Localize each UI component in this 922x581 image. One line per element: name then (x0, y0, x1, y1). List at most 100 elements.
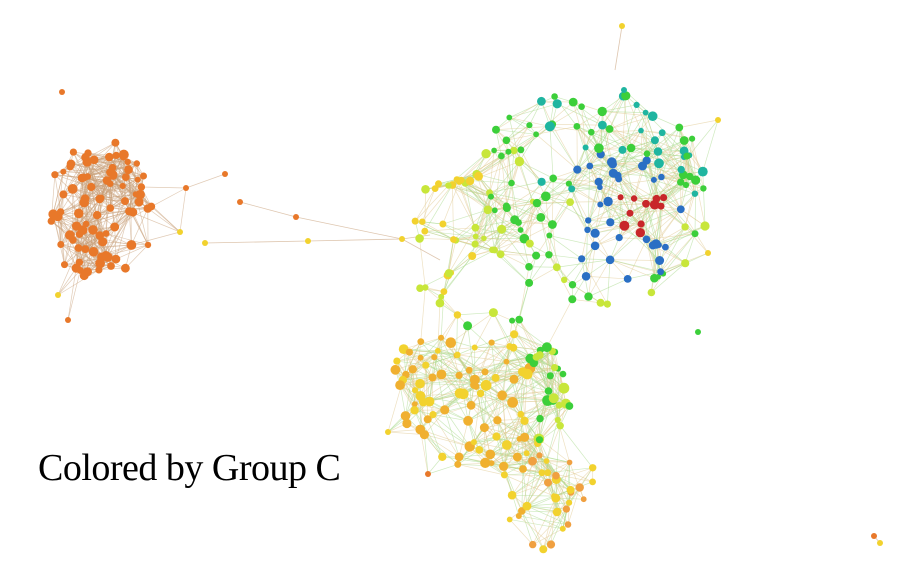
graph-edge (572, 101, 600, 149)
graph-node (95, 231, 105, 240)
graph-node (517, 410, 525, 418)
graph-node (69, 148, 77, 156)
graph-edge (518, 222, 553, 225)
graph-edge (684, 226, 709, 254)
graph-node (607, 157, 617, 167)
graph-node (544, 469, 552, 477)
graph-node (590, 228, 600, 238)
graph-edge (412, 350, 439, 370)
graph-node (95, 266, 103, 274)
graph-node (412, 387, 419, 394)
graph-edge (493, 312, 514, 348)
graph-edge (680, 208, 706, 227)
graph-node (695, 329, 701, 335)
graph-edge (54, 174, 61, 212)
graph-edge (587, 196, 621, 231)
graph-edge (512, 390, 549, 403)
graph-node (597, 201, 604, 208)
graph-node (559, 370, 567, 378)
graph-edge (591, 130, 642, 133)
graph-edge (490, 196, 536, 205)
graph-edge (520, 371, 523, 415)
graph-edge (528, 235, 550, 267)
graph-edge (563, 245, 596, 281)
graph-node (60, 168, 67, 175)
graph-bridge-edge (614, 25, 623, 71)
graph-node (422, 361, 430, 369)
graph-node (133, 160, 140, 167)
graph-edge (139, 194, 181, 233)
graph-node (543, 458, 550, 464)
graph-edge (409, 352, 416, 405)
graph-node (111, 254, 121, 264)
graph-edge (571, 276, 587, 300)
graph-node (416, 284, 424, 293)
graph-edge (585, 259, 611, 277)
graph-node (545, 251, 553, 259)
graph-node (444, 269, 453, 278)
graph-node (515, 219, 522, 226)
graph-node (623, 275, 632, 283)
graph-node (411, 217, 419, 225)
graph-node (566, 459, 573, 466)
graph-edge (442, 456, 486, 464)
graph-node (520, 416, 529, 425)
graph-node (454, 452, 464, 462)
graph-edge (518, 319, 537, 358)
graph-node (438, 334, 445, 341)
graph-edge (57, 270, 81, 296)
graph-edge (513, 333, 541, 356)
graph-edge (518, 515, 569, 525)
graph-edge (518, 203, 537, 223)
graph-edge (480, 393, 521, 415)
graph-node (121, 173, 130, 182)
graph-edge (520, 149, 547, 197)
graph-edge (612, 160, 647, 165)
graph-edge (414, 185, 449, 222)
graph-node (580, 496, 587, 503)
graph-edge (141, 186, 187, 189)
graph-edge (102, 241, 149, 246)
graph-edge (484, 358, 531, 373)
graph-edge (509, 117, 550, 127)
graph-node (551, 364, 559, 372)
graph-edge (660, 205, 696, 235)
graph-edge (511, 472, 548, 496)
graph-node (568, 185, 576, 193)
graph-edge (128, 211, 132, 246)
graph-node (82, 220, 90, 228)
graph-edge (73, 151, 85, 178)
graph-edge (646, 239, 655, 279)
graph-edge (437, 350, 475, 386)
graph-node (544, 387, 553, 395)
graph-edge (552, 188, 573, 225)
graph-node (642, 199, 650, 208)
graph-edge (501, 346, 510, 396)
graph-node (436, 369, 447, 380)
graph-node (465, 176, 475, 186)
graph-edge (552, 178, 554, 225)
graph-edge (679, 127, 704, 172)
graph-edge (129, 210, 181, 233)
graph-edge (577, 128, 610, 170)
graph-edge (437, 350, 464, 395)
graph-edge (424, 434, 460, 458)
graph-edge (485, 373, 528, 386)
graph-edge (468, 342, 492, 371)
graph-edge (427, 419, 443, 457)
graph-edge (576, 126, 586, 148)
graph-edge (536, 202, 553, 225)
graph-edge (585, 111, 603, 148)
graph-edge (60, 211, 65, 265)
graph-edge (609, 197, 621, 223)
graph-node (549, 174, 557, 183)
graph-edge (469, 153, 487, 182)
graph-edge (427, 464, 458, 475)
graph-edge (495, 129, 502, 157)
graph-edge (185, 173, 226, 189)
graph-edge (469, 180, 489, 210)
graph-edge (467, 325, 507, 362)
graph-edge (489, 192, 538, 204)
graph-node (562, 505, 571, 513)
graph-node (546, 232, 553, 239)
